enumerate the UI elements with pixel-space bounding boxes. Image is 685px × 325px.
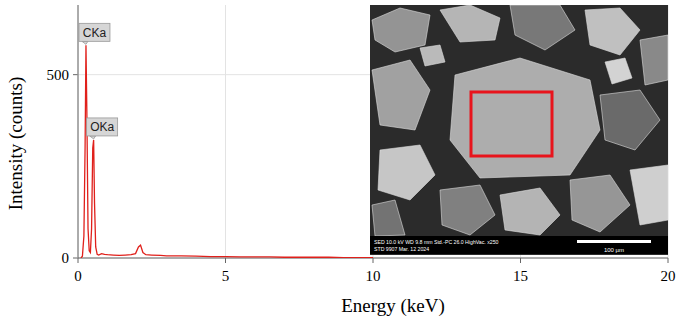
- peak-pointer: [90, 136, 96, 139]
- chart: 0 500 0 5 10 15 20 CKa OKa Energy (keV) Intensity …: [0, 0, 685, 325]
- grid-line: [78, 5, 79, 258]
- peak-label-box: [87, 118, 118, 136]
- particle: [570, 175, 630, 232]
- peak-label-text: CKa: [83, 26, 107, 40]
- x-tick-label: 15: [513, 268, 528, 284]
- info-text: SED 10.0 kV WD 9.8 mm Std.-PC 26.0 HighV…: [374, 239, 499, 245]
- y-tick-label: 0: [62, 250, 70, 266]
- selection-box: [471, 92, 552, 156]
- particle: [372, 8, 430, 52]
- particle: [630, 165, 668, 225]
- particle: [372, 60, 430, 130]
- particle: [605, 58, 632, 84]
- plot-area: [81, 45, 373, 258]
- particle: [640, 35, 668, 85]
- spectrum-line: [81, 45, 373, 258]
- particle: [440, 5, 500, 42]
- particle: [420, 45, 445, 66]
- scale-bar-text: 100 µm: [604, 247, 624, 253]
- particle: [372, 200, 405, 236]
- x-tick: [225, 258, 226, 263]
- x-tick: [78, 258, 79, 263]
- sem-background: [370, 5, 668, 255]
- info-text: STD 9907 Mar. 12 2024: [374, 246, 429, 252]
- x-tick: [520, 258, 521, 263]
- sem-inset: SED 10.0 kV WD 9.8 mm Std.-PC 26.0 HighV…: [370, 5, 668, 255]
- y-tick-label: 500: [47, 67, 70, 83]
- particle: [585, 8, 640, 55]
- y-axis: [78, 5, 79, 258]
- grid-line: [225, 5, 226, 258]
- peak-label: OKa: [87, 118, 118, 139]
- peak-label: CKa: [79, 23, 110, 44]
- particle: [378, 145, 435, 200]
- scale-bar: [577, 240, 651, 243]
- x-tick-label: 0: [74, 268, 82, 284]
- info-bar: [370, 236, 668, 254]
- x-tick: [373, 258, 374, 263]
- x-tick: [668, 258, 669, 263]
- particle: [450, 58, 600, 178]
- y-tick: [73, 258, 78, 259]
- y-axis-label: Intensity (counts): [5, 77, 27, 211]
- peak-label-box: [79, 23, 110, 41]
- x-tick-label: 5: [222, 268, 230, 284]
- peak-label-text: OKa: [90, 120, 114, 134]
- y-tick: [73, 74, 78, 75]
- particle: [510, 5, 575, 50]
- particle: [600, 90, 660, 150]
- particle: [440, 185, 495, 235]
- particle: [500, 188, 560, 235]
- x-tick-label: 20: [661, 268, 676, 284]
- x-axis-label: Energy (keV): [341, 295, 445, 317]
- peak-pointer: [82, 41, 88, 44]
- x-tick-label: 10: [366, 268, 381, 284]
